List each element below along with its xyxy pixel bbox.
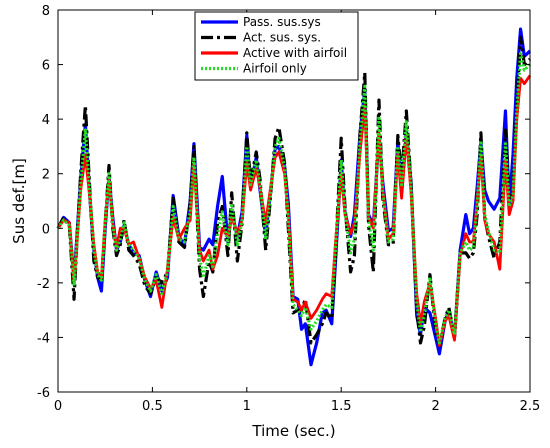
- y-tick-label: 2: [42, 168, 50, 183]
- x-tick-label: 1: [243, 399, 251, 414]
- ticks-layer: 0 0.5 1 1.5 2 2.5 -6 -4 -2 0 2 4 6 8: [37, 4, 540, 414]
- legend: Pass. sus.sys Act. sus. sys.Active with a…: [194, 11, 359, 81]
- y-tick-label: 4: [42, 113, 50, 128]
- x-tick-label: 0.5: [142, 399, 163, 414]
- x-axis-label: Time (sec.): [251, 422, 335, 440]
- y-tick-label: 0: [42, 222, 50, 237]
- x-tick-label: 2.5: [520, 399, 541, 414]
- axes-box: [57, 9, 531, 393]
- y-tick-label: -2: [37, 277, 50, 292]
- y-axis-label: Sus def.[m]: [10, 158, 28, 244]
- legend-label-1: Pass. sus.sys: [243, 15, 321, 29]
- y-tick-label: -4: [37, 331, 50, 346]
- y-tick-label: 6: [42, 59, 50, 74]
- series-line-2: [56, 35, 532, 348]
- legend-label-3: Active with airfoil: [243, 46, 347, 60]
- y-tick-label: -6: [37, 386, 50, 401]
- legend-label-4: Airfoil only: [243, 62, 307, 76]
- series-layer: [56, 27, 532, 367]
- x-tick-label: 2: [431, 399, 439, 414]
- x-tick-label: 0: [54, 399, 62, 414]
- legend-label-2: Act. sus. sys.: [243, 31, 321, 45]
- series-line-4: [56, 52, 532, 345]
- x-tick-label: 1.5: [331, 399, 352, 414]
- y-tick-label: 8: [42, 4, 50, 19]
